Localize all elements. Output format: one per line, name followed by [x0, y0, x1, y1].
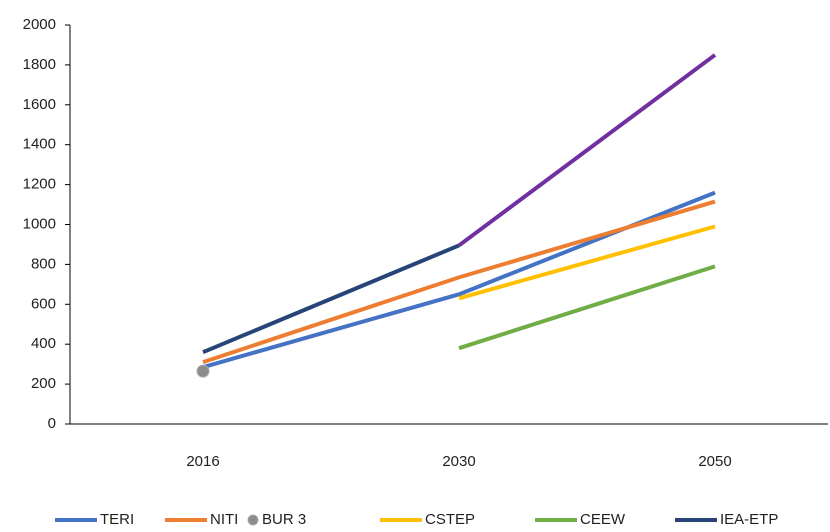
y-tick-label: 1600 — [23, 96, 56, 113]
legend-label: CEEW — [580, 511, 626, 527]
y-tick-label: 1800 — [23, 56, 56, 73]
series-line — [457, 53, 717, 248]
y-tick-label: 0 — [48, 415, 56, 432]
y-tick-label: 200 — [31, 375, 56, 392]
x-tick-label: 2030 — [442, 453, 475, 470]
series-line — [458, 224, 716, 301]
legend-marker — [247, 514, 259, 526]
legend-label: IEA-ETP — [720, 511, 778, 527]
legend-label: NITI — [210, 511, 238, 527]
x-tick-label: 2016 — [186, 453, 219, 470]
series-line — [202, 190, 716, 370]
y-tick-label: 1400 — [23, 136, 56, 153]
series-line — [458, 264, 716, 351]
legend-label: BUR 3 — [262, 511, 306, 527]
x-tick-label: 2050 — [698, 453, 731, 470]
marker — [196, 364, 210, 378]
y-tick-label: 600 — [31, 295, 56, 312]
series-line — [202, 243, 460, 355]
legend-label: CSTEP — [425, 511, 475, 527]
series-line — [202, 199, 716, 365]
y-tick-label: 1000 — [23, 215, 56, 232]
legend-label: TERI — [100, 511, 134, 527]
y-tick-label: 800 — [31, 255, 56, 272]
y-tick-label: 1200 — [23, 176, 56, 193]
y-tick-label: 2000 — [23, 16, 56, 33]
y-tick-label: 400 — [31, 335, 56, 352]
